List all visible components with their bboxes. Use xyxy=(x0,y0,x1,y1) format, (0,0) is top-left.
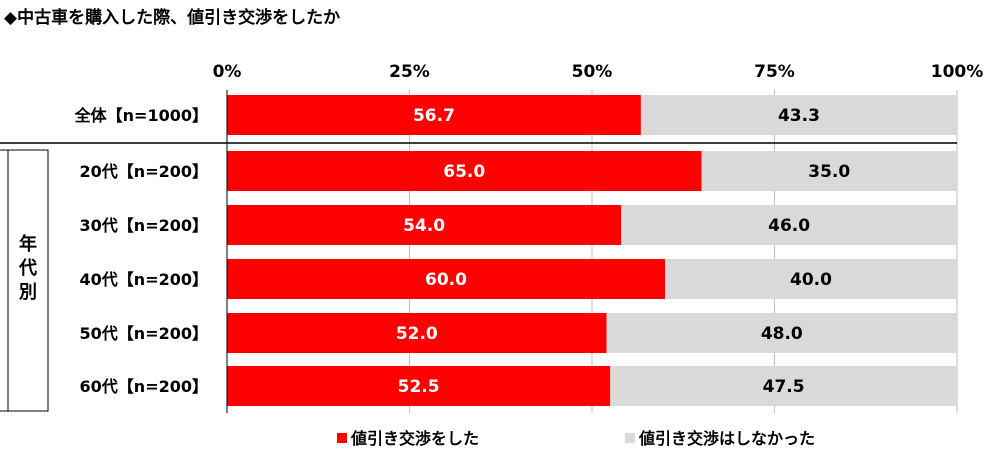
group-label: 年代別 xyxy=(18,233,37,303)
legend-swatch xyxy=(625,433,635,443)
bar-data-label: 54.0 xyxy=(403,216,445,236)
bar-data-label: 48.0 xyxy=(761,324,803,344)
bar-segment xyxy=(227,95,641,135)
legend-label: 値引き交渉をした xyxy=(350,429,479,448)
bar-segment xyxy=(640,95,957,135)
category-label: 20代【n=200】 xyxy=(80,162,208,181)
category-label: 50代【n=200】 xyxy=(80,324,208,343)
bar-segment xyxy=(621,205,957,245)
age-group-bracket xyxy=(0,149,49,412)
chart-title: ◆中古車を購入した際、値引き交渉をしたか xyxy=(4,8,341,28)
bar-segment xyxy=(606,313,957,353)
bar-data-label: 40.0 xyxy=(790,270,832,290)
category-label: 40代【n=200】 xyxy=(80,270,208,289)
bar-data-label: 56.7 xyxy=(413,106,455,126)
category-label: 全体【n=1000】 xyxy=(74,106,208,125)
bar-segment xyxy=(701,151,957,191)
bar-data-label: 65.0 xyxy=(443,162,485,182)
legend-swatch xyxy=(337,433,347,443)
category-label: 60代【n=200】 xyxy=(80,377,208,396)
x-tick-label: 25% xyxy=(389,62,430,82)
bar-data-label: 46.0 xyxy=(768,216,810,236)
category-label: 30代【n=200】 xyxy=(80,216,208,235)
bar-data-label: 52.0 xyxy=(396,324,438,344)
x-tick-label: 100% xyxy=(931,62,984,82)
bar-segment xyxy=(227,205,622,245)
bar-segment xyxy=(665,259,957,299)
x-tick-label: 75% xyxy=(754,62,795,82)
bar-segment xyxy=(227,151,702,191)
bar-segment xyxy=(610,366,957,406)
x-tick-label: 50% xyxy=(572,62,613,82)
bar-data-label: 43.3 xyxy=(778,106,820,126)
bar-segment xyxy=(227,366,611,406)
bar-data-label: 52.5 xyxy=(398,377,440,397)
bar-segment xyxy=(227,259,665,299)
bar-segment xyxy=(227,313,607,353)
x-tick-label: 0% xyxy=(213,62,242,82)
legend-label: 値引き交渉はしなかった xyxy=(638,429,815,448)
bar-data-label: 60.0 xyxy=(425,270,467,290)
bar-data-label: 35.0 xyxy=(808,162,850,182)
bar-data-label: 47.5 xyxy=(763,377,805,397)
